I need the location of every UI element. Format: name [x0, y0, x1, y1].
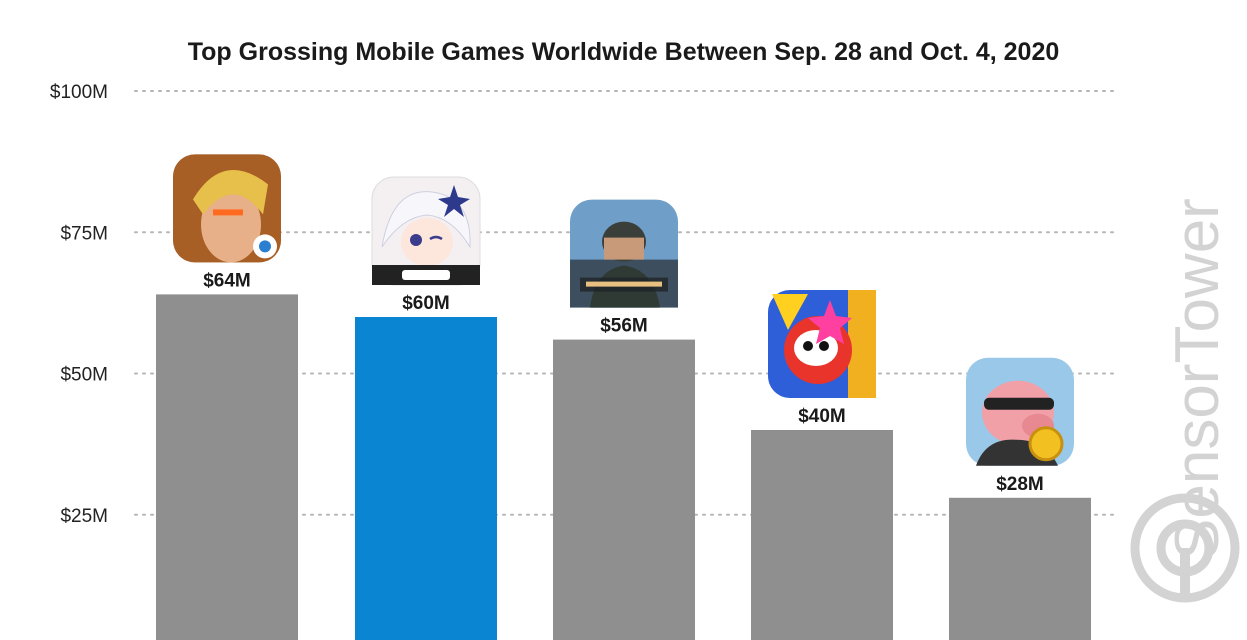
bar — [949, 497, 1091, 640]
bar — [751, 430, 893, 640]
bar — [553, 339, 695, 640]
data-label: $64M — [203, 270, 251, 291]
y-tick-label: $100M — [50, 82, 108, 103]
bar — [355, 317, 497, 640]
y-tick-label: $75M — [60, 223, 108, 244]
sensortower-watermark: SensorTower — [1130, 198, 1240, 603]
watermark-text: SensorTower — [1163, 198, 1232, 560]
monster-strike-app-icon — [768, 290, 876, 398]
chart-title: Top Grossing Mobile Games Worldwide Betw… — [187, 38, 1060, 66]
honor-of-kings-app-icon — [173, 154, 281, 263]
pubg-mobile-app-icon — [570, 199, 678, 308]
coin-master-app-icon — [966, 357, 1074, 466]
y-tick-label: $25M — [60, 506, 108, 527]
y-tick-label: $50M — [60, 365, 108, 386]
data-label: $56M — [600, 316, 648, 337]
bar — [156, 294, 298, 640]
data-label: $40M — [798, 406, 846, 427]
sensortower-logo-icon — [1130, 493, 1240, 603]
data-label: $60M — [402, 293, 450, 314]
genshin-impact-app-icon — [371, 176, 481, 286]
data-label: $28M — [996, 474, 1044, 495]
